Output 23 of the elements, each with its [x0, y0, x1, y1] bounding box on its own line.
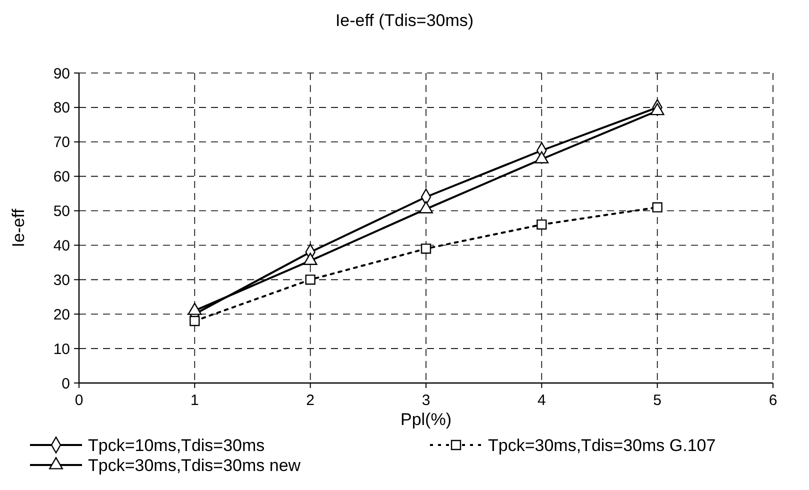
y-tick-label: 0 — [62, 375, 70, 392]
x-tick-label: 1 — [190, 392, 199, 409]
x-axis-title: Ppl(%) — [400, 410, 452, 429]
x-tick-label: 0 — [74, 392, 84, 409]
legend-label: Tpck=30ms,Tdis=30ms new — [88, 456, 302, 475]
x-tick-label: 5 — [653, 392, 662, 409]
y-tick-label: 40 — [53, 237, 70, 254]
x-tick-label: 3 — [422, 392, 430, 409]
y-tick-label: 70 — [53, 134, 70, 152]
x-tick-label: 6 — [768, 392, 778, 409]
x-tick-label: 4 — [537, 392, 546, 409]
y-tick-label: 60 — [53, 168, 70, 186]
chart-title: Ie-eff (Tdis=30ms) — [335, 11, 474, 30]
y-tick-label: 20 — [53, 306, 70, 324]
legend-label: Tpck=10ms,Tdis=30ms — [88, 436, 265, 455]
y-tick-label: 50 — [53, 203, 70, 220]
y-axis-title: Ie-eff — [9, 208, 28, 248]
y-tick-label: 90 — [53, 65, 70, 82]
y-tick-label: 30 — [53, 272, 70, 289]
x-tick-label: 2 — [306, 392, 315, 409]
y-tick-label: 10 — [53, 340, 70, 358]
y-tick-label: 80 — [53, 100, 70, 117]
legend-label: Tpck=30ms,Tdis=30ms G.107 — [488, 436, 716, 455]
